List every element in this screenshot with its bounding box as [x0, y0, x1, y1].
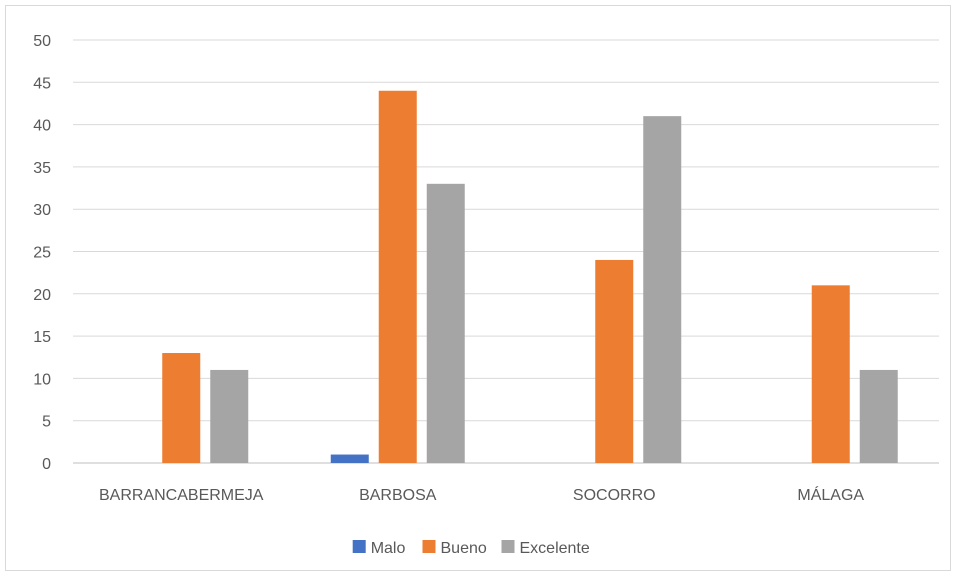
x-tick-label: BARBOSA: [359, 487, 437, 504]
y-tick-label: 5: [42, 414, 51, 431]
x-axis-ticks: BARRANCABERMEJA BARBOSA SOCORRO MÁLAGA: [99, 485, 864, 504]
y-tick-label: 45: [33, 75, 51, 92]
gridlines: [73, 39, 939, 464]
bar-bueno-1: [378, 90, 417, 463]
bar-bueno-2: [595, 259, 634, 463]
legend: Malo Bueno Excelente: [352, 540, 590, 557]
y-tick-label: 25: [33, 245, 51, 262]
y-axis-ticks: 0 5 10 15 20 25 30 35 40 45 50: [33, 33, 51, 473]
legend-swatch-bueno: [422, 540, 436, 553]
y-tick-label: 35: [33, 160, 51, 177]
y-tick-label: 10: [33, 371, 51, 388]
x-tick-label: MÁLAGA: [797, 485, 864, 504]
bar-bueno-0: [162, 353, 201, 463]
y-tick-label: 0: [42, 456, 51, 473]
bar-bueno-3: [811, 285, 850, 463]
y-tick-label: 50: [33, 33, 51, 50]
legend-swatch-malo: [352, 540, 366, 553]
y-tick-label: 30: [33, 202, 51, 219]
x-tick-label: SOCORRO: [573, 487, 656, 504]
chart-frame: 0 5 10 15 20 25 30 35 40 45 50 BARRANCABERMEJA BARB…: [5, 5, 951, 571]
bar-excelente-2: [643, 116, 682, 463]
bars: [162, 90, 898, 463]
bar-excelente-1: [426, 183, 465, 463]
y-tick-label: 40: [33, 118, 51, 135]
bar-malo-1: [330, 454, 369, 463]
legend-label-bueno: Bueno: [441, 540, 487, 557]
y-tick-label: 20: [33, 287, 51, 304]
y-tick-label: 15: [33, 329, 51, 346]
legend-label-malo: Malo: [371, 540, 406, 557]
x-tick-label: BARRANCABERMEJA: [99, 487, 264, 504]
bar-chart: 0 5 10 15 20 25 30 35 40 45 50 BARRANCABERMEJA BARB…: [33, 33, 939, 557]
legend-swatch-excelente: [501, 540, 515, 553]
legend-label-excelente: Excelente: [520, 540, 590, 557]
bar-excelente-0: [210, 369, 249, 463]
bar-excelente-3: [859, 369, 898, 463]
